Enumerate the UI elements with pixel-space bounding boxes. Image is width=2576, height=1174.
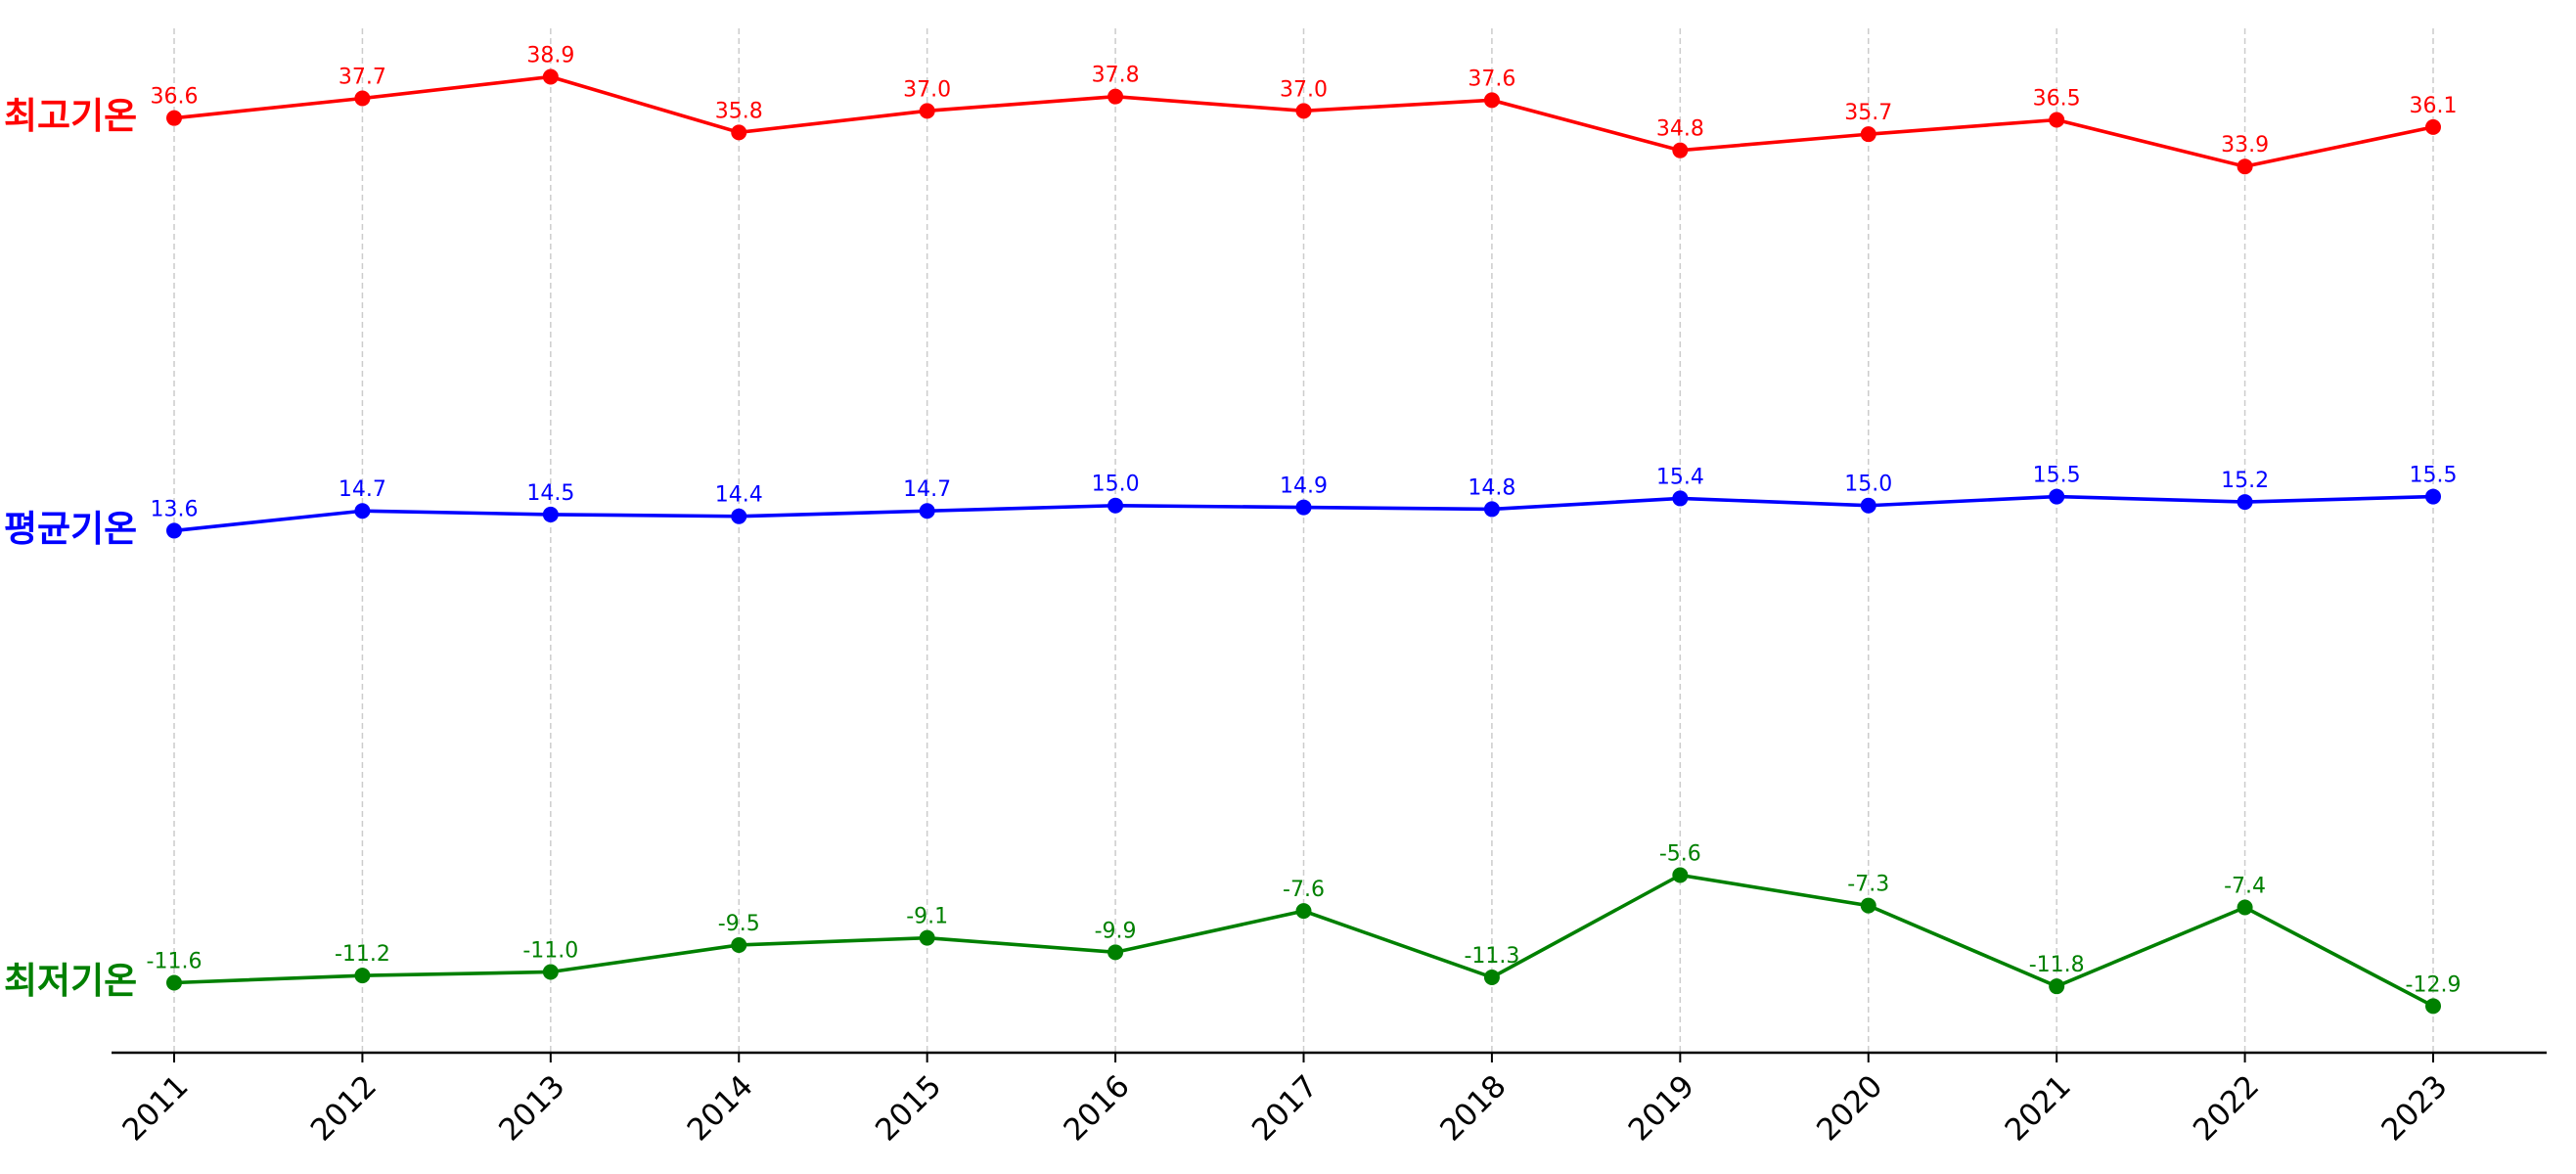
series-name: 평균기온: [4, 508, 137, 550]
data-point: [354, 90, 371, 107]
data-label: 35.7: [1844, 101, 1892, 125]
data-point: [2237, 494, 2253, 511]
x-tick-label: 2019: [1622, 1068, 1701, 1148]
data-label: -11.0: [522, 938, 578, 963]
data-point: [542, 964, 559, 980]
data-label: 37.6: [1468, 67, 1515, 91]
data-point: [354, 503, 371, 519]
series-name: 최저기온: [4, 960, 137, 1002]
data-label: -7.3: [1847, 873, 1889, 897]
data-point: [2237, 899, 2253, 916]
data-point: [731, 124, 747, 141]
data-label: -7.4: [2224, 874, 2266, 898]
data-label: 15.0: [1092, 473, 1140, 497]
x-tick-label: 2013: [492, 1068, 571, 1148]
data-point: [542, 68, 559, 85]
data-point: [1107, 944, 1124, 961]
data-point: [2237, 158, 2253, 175]
data-point: [1295, 903, 1312, 920]
data-label: 15.5: [2033, 464, 2081, 488]
data-point: [1483, 92, 1500, 109]
x-tick-label: 2015: [869, 1068, 948, 1148]
data-point: [1860, 497, 1876, 514]
data-label: 33.9: [2221, 133, 2269, 158]
data-point: [2425, 488, 2441, 505]
x-tick-label: 2017: [1245, 1068, 1325, 1148]
data-label: -11.6: [147, 949, 203, 973]
data-point: [166, 522, 182, 539]
data-point: [1672, 490, 1689, 507]
data-label: 36.5: [2033, 87, 2081, 112]
data-label: -9.5: [718, 912, 760, 936]
data-point: [1483, 969, 1500, 985]
data-label: 34.8: [1656, 117, 1704, 142]
data-label: 37.0: [903, 77, 951, 102]
data-label: 15.0: [1844, 473, 1892, 497]
data-label: 14.8: [1468, 475, 1515, 500]
data-point: [166, 974, 182, 991]
data-point: [542, 506, 559, 522]
data-label: 37.8: [1092, 64, 1140, 88]
data-label: 14.7: [903, 477, 951, 502]
data-point: [731, 508, 747, 524]
data-point: [2049, 112, 2065, 128]
data-point: [919, 103, 935, 119]
data-label: 14.4: [715, 483, 763, 508]
data-label: 36.1: [2410, 94, 2458, 118]
x-tick-label: 2020: [1810, 1068, 1889, 1148]
data-label: 37.0: [1280, 77, 1328, 102]
data-label: 15.2: [2221, 469, 2269, 493]
data-point: [1483, 501, 1500, 518]
data-point: [2425, 118, 2441, 135]
data-label: 14.5: [526, 481, 574, 506]
data-point: [1672, 867, 1689, 883]
data-point: [2049, 488, 2065, 505]
data-label: -11.3: [1464, 944, 1519, 969]
data-point: [1860, 897, 1876, 914]
data-point: [1860, 126, 1876, 143]
data-point: [166, 110, 182, 126]
data-label: -7.6: [1283, 878, 1325, 902]
data-point: [731, 936, 747, 953]
x-tick-label: 2016: [1057, 1068, 1136, 1148]
data-point: [354, 968, 371, 984]
data-label: 14.9: [1280, 474, 1328, 499]
data-label: -11.2: [335, 942, 390, 967]
data-label: -11.8: [2029, 953, 2085, 977]
data-point: [2049, 978, 2065, 995]
data-label: 15.5: [2410, 464, 2458, 488]
data-point: [1295, 103, 1312, 119]
x-tick-label: 2014: [681, 1068, 760, 1148]
data-label: 37.7: [339, 66, 386, 90]
data-label: 15.4: [1656, 465, 1704, 489]
data-point: [1107, 497, 1124, 514]
data-point: [1295, 499, 1312, 516]
x-tick-label: 2012: [304, 1068, 384, 1148]
x-tick-label: 2023: [2374, 1068, 2454, 1148]
x-tick-label: 2011: [115, 1068, 195, 1148]
data-label: -12.9: [2406, 972, 2462, 997]
data-label: -9.1: [906, 905, 948, 929]
data-point: [919, 503, 935, 519]
data-label: 14.7: [339, 477, 386, 502]
data-label: 13.6: [151, 497, 199, 521]
x-tick-label: 2021: [1999, 1068, 2078, 1148]
data-label: 38.9: [526, 44, 574, 68]
data-point: [1672, 142, 1689, 158]
data-point: [2425, 998, 2441, 1015]
data-point: [1107, 88, 1124, 105]
data-label: 35.8: [715, 99, 763, 123]
x-tick-label: 2018: [1433, 1068, 1513, 1148]
series-name: 최고기온: [4, 95, 137, 137]
data-point: [919, 929, 935, 946]
x-tick-label: 2022: [2187, 1068, 2266, 1148]
data-label: -5.6: [1659, 841, 1701, 866]
data-label: 36.6: [151, 85, 199, 110]
data-label: -9.9: [1095, 919, 1137, 943]
